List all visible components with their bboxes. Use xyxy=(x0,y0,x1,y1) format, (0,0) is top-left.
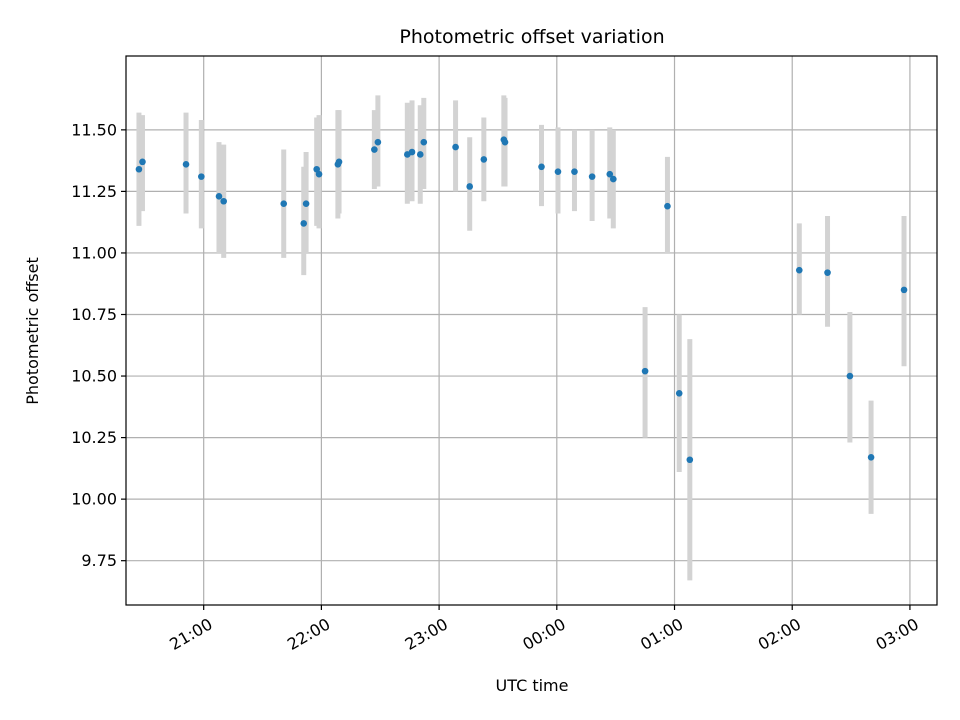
data-point xyxy=(315,170,323,178)
data-point xyxy=(846,372,854,380)
y-axis-ticks: 9.75 10.00 10.25 10.50 10.75 11.00 11.25 11.50 xyxy=(71,120,126,570)
data-point xyxy=(675,389,683,397)
data-point xyxy=(867,453,875,461)
y-axis-title: Photometric offset xyxy=(23,257,42,405)
data-point xyxy=(686,456,694,464)
data-point xyxy=(538,163,545,171)
data-point xyxy=(416,151,424,158)
data-point xyxy=(606,170,614,178)
data-point xyxy=(280,200,288,208)
data-point xyxy=(466,183,474,190)
data-point xyxy=(302,200,310,208)
data-point xyxy=(641,367,649,375)
data-point xyxy=(408,148,416,156)
data-point xyxy=(215,193,223,200)
y-tick-label: 11.25 xyxy=(71,182,117,201)
data-point xyxy=(501,138,509,146)
data-point xyxy=(452,143,459,151)
data-point xyxy=(300,220,308,227)
chart-title: Photometric offset variation xyxy=(399,26,664,48)
data-point xyxy=(220,197,227,205)
plot-area-frame xyxy=(125,55,938,606)
y-tick-label: 11.50 xyxy=(71,120,117,139)
data-points xyxy=(135,136,908,464)
data-point xyxy=(480,156,488,163)
y-tick-label: 10.75 xyxy=(71,305,117,324)
data-point xyxy=(335,158,343,166)
y-tick-label: 10.50 xyxy=(71,367,117,386)
y-tick-label: 10.25 xyxy=(71,428,117,447)
data-point xyxy=(610,175,617,183)
x-axis-title: UTC time xyxy=(496,676,569,695)
y-tick-label: 11.00 xyxy=(71,243,117,262)
data-point xyxy=(182,161,190,168)
y-tick-label: 10.00 xyxy=(71,490,117,509)
data-point xyxy=(371,146,378,153)
data-point xyxy=(571,168,578,176)
data-point xyxy=(313,165,320,173)
data-point xyxy=(824,269,831,276)
data-point xyxy=(900,286,908,294)
data-point xyxy=(139,158,146,166)
data-point xyxy=(374,138,382,146)
data-point xyxy=(795,266,803,274)
data-point xyxy=(135,165,143,173)
data-point xyxy=(664,202,671,210)
data-point xyxy=(198,173,205,180)
data-point xyxy=(420,138,428,146)
y-tick-label: 9.75 xyxy=(81,551,117,570)
data-point xyxy=(554,168,562,176)
data-point xyxy=(588,173,596,180)
grid xyxy=(126,56,937,605)
